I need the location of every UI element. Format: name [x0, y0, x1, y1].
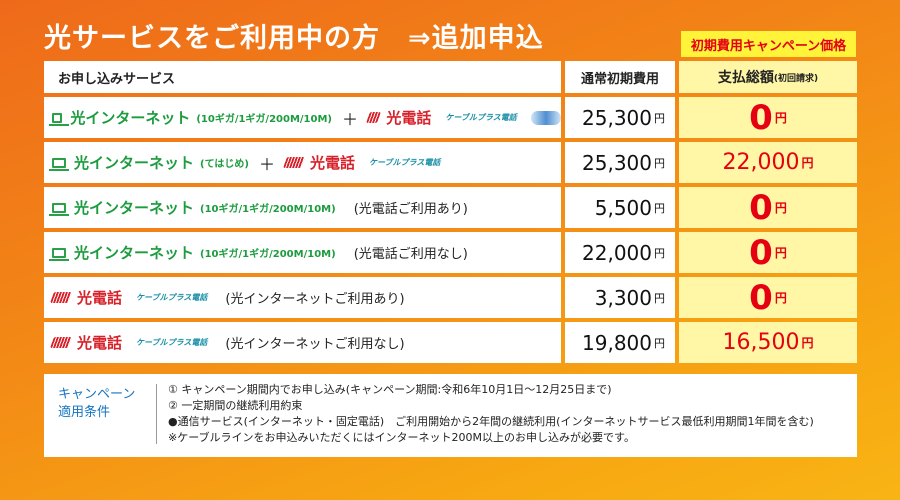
header-service: お申し込みサービス: [44, 61, 561, 93]
internet-service-label: 光インターネット: [70, 109, 191, 127]
internet-plan-label: (10ギガ/1ギガ/200M/10M): [196, 114, 332, 125]
campaign-conditions: キャンペーン 適用条件 ① キャンペーン期間内でお申し込み(キャンペーン期間:令…: [44, 374, 857, 457]
service-note: (光インターネットご利用なし): [225, 337, 405, 352]
header-total-pay: 支払総額 (初回請求): [679, 61, 857, 93]
table-row-normal-fee: 25,300 円: [565, 97, 675, 138]
table-row-service: 光電話 ケーブルプラス電話 (光インターネットご利用なし): [44, 322, 561, 363]
campaign-price-tag: 初期費用キャンペーン価格: [681, 31, 856, 57]
condition-line: ② 一定期間の継続利用約束: [168, 399, 303, 412]
table-row-service: 光インターネット (10ギガ/1ギガ/200M/10M) ＋ 光電話 ケーブルプラス電話: [44, 97, 561, 138]
conditions-title: キャンペーン 適用条件: [58, 387, 136, 420]
service-note: (光電話ご利用なし): [353, 247, 468, 262]
service-note: (光インターネットご利用あり): [225, 292, 405, 307]
cable-service-logo-icon: [530, 110, 561, 125]
phone-logo-icon: [49, 337, 73, 348]
table-row-normal-fee: 19,800 円: [565, 322, 675, 363]
table-row-normal-fee: 22,000 円: [565, 232, 675, 273]
phone-service-label: 光電話: [77, 334, 123, 352]
table-row-service: 光インターネット (10ギガ/1ギガ/200M/10M) (光電話ご利用なし): [44, 232, 561, 273]
conditions-divider: [156, 384, 157, 444]
phone-service-label: 光電話: [386, 109, 432, 127]
table-row-service: 光電話 ケーブルプラス電話 (光インターネットご利用あり): [44, 277, 561, 318]
phone-service-label: 光電話: [77, 289, 123, 307]
internet-service-label: 光インターネット: [74, 154, 195, 172]
service-note: (光電話ご利用あり): [353, 202, 468, 217]
cable-plus-phone-logo: ケーブルプラス電話: [136, 293, 208, 302]
table-row-total-pay: 22,000 円: [679, 142, 857, 183]
plus-sign: ＋: [258, 154, 275, 174]
header-normal-fee: 通常初期費用: [565, 61, 675, 93]
table-row-total-pay: 16,500 円: [679, 322, 857, 363]
table-row-normal-fee: 25,300 円: [565, 142, 675, 183]
plus-sign: ＋: [342, 109, 359, 129]
condition-line: ① キャンペーン期間内でお申し込み(キャンペーン期間:令和6年10月1日〜12月…: [168, 383, 612, 396]
table-row-normal-fee: 5,500 円: [565, 187, 675, 228]
conditions-lines: ① キャンペーン期間内でお申し込み(キャンペーン期間:令和6年10月1日〜12月…: [168, 382, 814, 446]
phone-logo-icon: [49, 292, 73, 303]
internet-plan-label: (10ギガ/1ギガ/200M/10M): [200, 204, 336, 215]
internet-service-label: 光インターネット: [74, 199, 195, 217]
computer-icon: [49, 157, 69, 171]
phone-logo-icon: [366, 112, 382, 123]
table-row-service: 光インターネット (てはじめ) ＋ 光電話 ケーブルプラス電話: [44, 142, 561, 183]
table-row-service: 光インターネット (10ギガ/1ギガ/200M/10M) (光電話ご利用あり): [44, 187, 561, 228]
internet-plan-label: (10ギガ/1ギガ/200M/10M): [200, 249, 336, 260]
cable-plus-phone-logo: ケーブルプラス電話: [369, 158, 441, 167]
cable-plus-phone-logo: ケーブルプラス電話: [136, 338, 208, 347]
table-row-normal-fee: 3,300 円: [565, 277, 675, 318]
page-title: 光サービスをご利用中の方 ⇒追加申込: [44, 23, 544, 54]
internet-service-label: 光インターネット: [74, 244, 195, 262]
condition-line: ●通信サービス(インターネット・固定電話) ご利用開始から2年間の継続利用(イン…: [168, 415, 814, 428]
computer-icon: [48, 112, 70, 126]
condition-line: ※ケーブルラインをお申込みいただくにはインターネット200M以上のお申し込みが必…: [168, 431, 635, 444]
phone-logo-icon: [282, 157, 305, 168]
computer-icon: [49, 247, 69, 261]
computer-icon: [49, 202, 69, 216]
cable-plus-phone-logo: ケーブルプラス電話: [445, 113, 517, 122]
internet-plan-label: (てはじめ): [200, 159, 249, 170]
phone-service-label: 光電話: [309, 154, 355, 172]
